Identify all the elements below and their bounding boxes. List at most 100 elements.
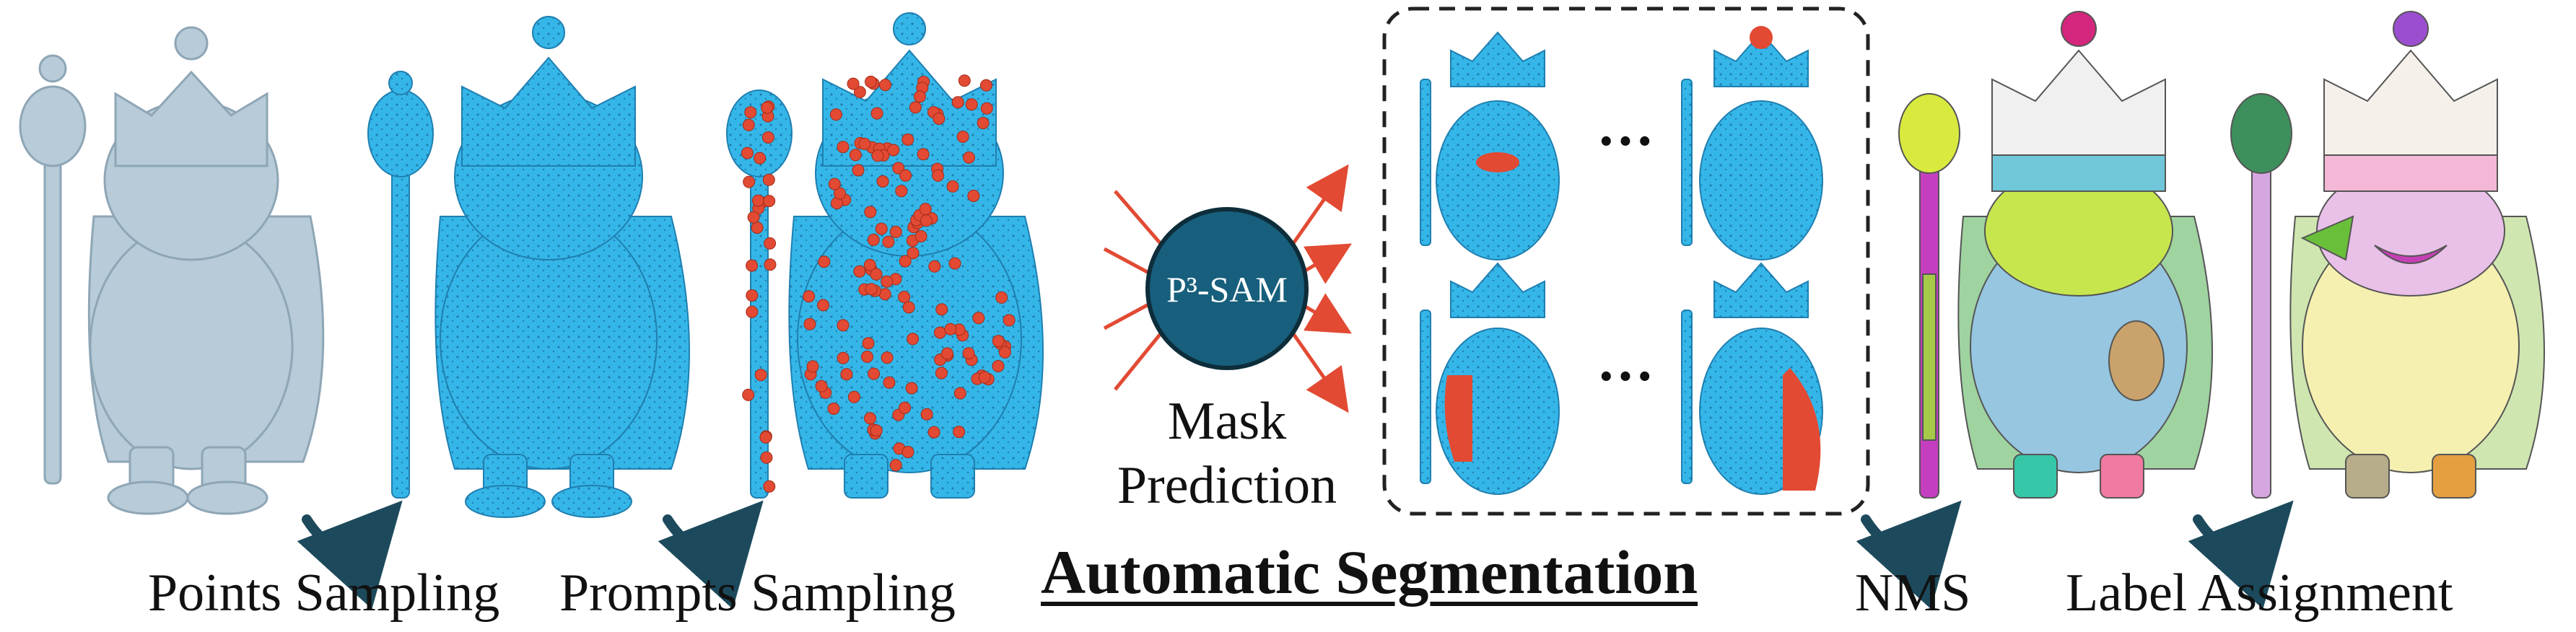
prompt-point	[847, 390, 860, 403]
prompt-point	[919, 203, 932, 216]
prompt-point	[979, 79, 992, 92]
mask-candidate-4	[1681, 262, 1823, 495]
mask-prediction-line2: Prediction	[1117, 455, 1337, 515]
prompt-point	[746, 289, 759, 302]
prompt-point	[881, 351, 894, 364]
prompt-point	[853, 265, 866, 278]
prompt-point	[928, 260, 941, 273]
prompt-point	[852, 164, 865, 177]
step-arrow-3	[1856, 500, 1962, 610]
prompt-point	[917, 148, 930, 161]
prompt-point	[803, 290, 816, 303]
prompt-point	[741, 146, 754, 159]
mask-candidate-1	[1420, 31, 1560, 260]
prompt-point	[759, 431, 772, 444]
mask-panel	[1382, 6, 1870, 516]
prompt-point	[967, 190, 980, 202]
prompt-point	[864, 206, 877, 219]
prompt-point	[892, 162, 905, 175]
prompt-point	[953, 426, 966, 439]
prompt-point	[998, 346, 1011, 359]
prompt-point	[946, 180, 959, 193]
prompt-point	[978, 371, 991, 384]
prompt-point	[837, 141, 850, 154]
prompt-point	[940, 347, 953, 360]
prompt-point	[879, 79, 891, 92]
prompt-point	[909, 101, 922, 114]
prompt-point	[865, 75, 877, 88]
prompt-point	[905, 382, 918, 395]
prompt-point	[751, 194, 764, 207]
prompt-point	[992, 360, 1005, 372]
prompt-point	[746, 259, 759, 272]
label-assignment-label: Label Assignment	[2066, 563, 2453, 623]
prompt-point	[858, 137, 871, 150]
prompt-point	[863, 258, 876, 271]
prompt-point	[935, 367, 948, 379]
prompt-point	[870, 424, 883, 437]
prompt-point	[743, 175, 756, 188]
prompt-point	[907, 333, 920, 346]
prompt-point	[817, 299, 829, 312]
prompt-point	[932, 169, 945, 182]
prompt-point	[744, 106, 757, 119]
prompt-point	[977, 117, 990, 130]
prompt-point	[761, 101, 774, 114]
prompt-point	[864, 412, 876, 425]
prompt-point	[887, 144, 900, 157]
prompt-point	[933, 326, 946, 339]
prompt-point	[914, 230, 927, 242]
prompt-point	[806, 360, 819, 373]
prompt-point	[764, 237, 777, 250]
prompt-point	[754, 369, 767, 382]
prompt-point	[742, 118, 755, 131]
step-arrow-2	[658, 500, 764, 610]
prompt-point	[760, 451, 773, 464]
prompt-point	[762, 173, 775, 186]
prompt-point	[958, 74, 971, 87]
prompt-point	[920, 214, 933, 227]
prompt-point	[972, 312, 985, 325]
prompt-point	[828, 177, 841, 190]
prompt-point	[895, 185, 908, 198]
prompt-point	[870, 107, 883, 120]
prompt-point	[763, 195, 776, 208]
points-sampling-label: Points Sampling	[148, 563, 500, 623]
prompt-point	[865, 283, 878, 296]
prompt-point	[927, 426, 940, 439]
prompts-sampling-label: Prompts Sampling	[559, 563, 956, 623]
prompt-point	[827, 403, 840, 415]
prompt-point	[980, 102, 993, 115]
prompt-point	[899, 169, 912, 182]
prompt-point	[868, 367, 881, 380]
prompt-point	[907, 247, 920, 260]
model-label: P³-SAM	[1166, 269, 1288, 310]
prompt-point	[962, 347, 975, 360]
prompt-point	[883, 376, 896, 389]
model-rays	[1103, 164, 1352, 413]
step-arrow-1	[297, 500, 403, 610]
ellipsis-top: ···	[1597, 110, 1654, 173]
nms-label: NMS	[1855, 563, 1971, 623]
model-circle	[1145, 207, 1309, 370]
prompt-point	[920, 408, 933, 421]
prompt-point	[899, 401, 911, 414]
prompt-point	[849, 149, 862, 162]
prompt-point	[899, 255, 912, 268]
prompt-point	[837, 351, 850, 364]
prompt-point	[902, 301, 915, 314]
prompt-point	[889, 225, 902, 238]
prompt-point	[862, 337, 875, 350]
prompt-point	[935, 303, 948, 316]
prompt-point	[746, 305, 759, 318]
prompt-point	[944, 322, 957, 335]
prompt-point	[992, 335, 1005, 348]
prompt-point	[742, 388, 755, 401]
prompt-point	[963, 151, 975, 164]
prompt-point	[995, 291, 1008, 304]
point-cloud-figure	[367, 16, 690, 518]
mesh-figure	[19, 26, 325, 515]
section-title: Automatic Segmentation	[1041, 537, 1698, 607]
ellipsis-bottom: ···	[1597, 345, 1654, 408]
